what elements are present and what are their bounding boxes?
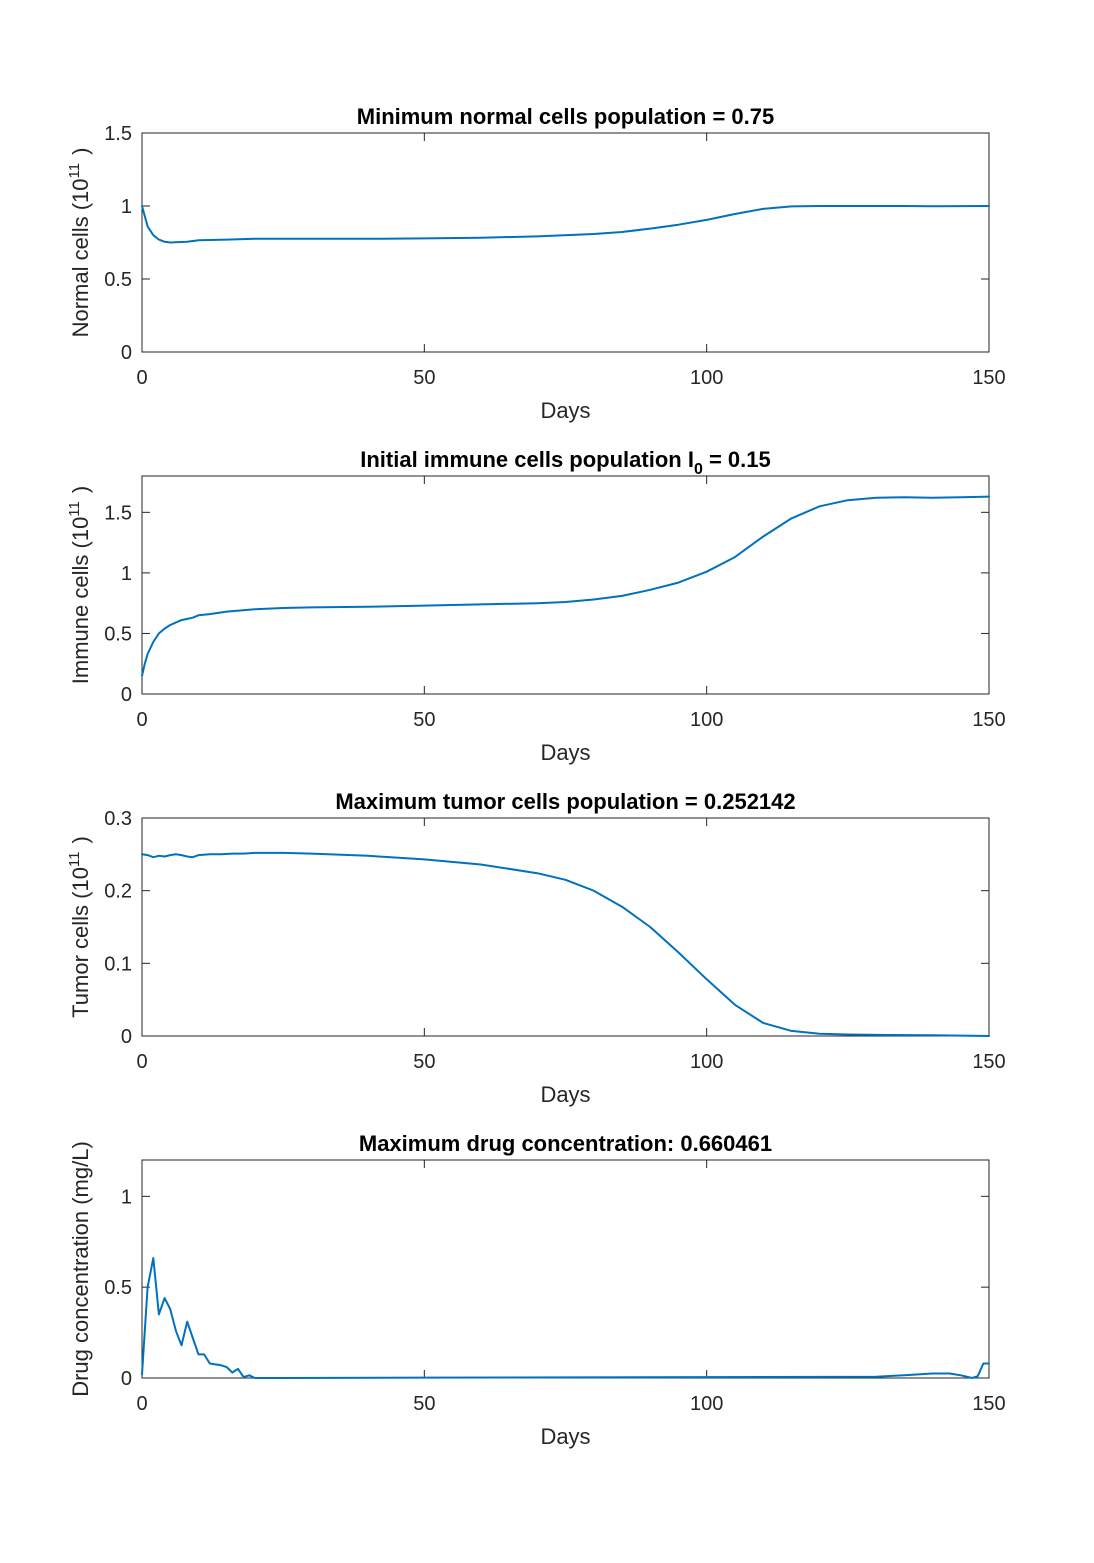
y-label-superscript: 11 (66, 163, 83, 179)
y-tick-label: 0 (121, 1026, 132, 1048)
x-tick-label: 100 (690, 367, 723, 389)
x-tick-label: 100 (690, 1051, 723, 1073)
subplot-1: 0 50 100 150 0 0.5 1 1.5 Minimum normal cells po… (66, 104, 1006, 423)
x-tick-label: 150 (972, 709, 1005, 731)
series-line-1 (141, 495, 990, 677)
y-tick-label: 0 (121, 342, 132, 364)
y-label-tail: ) (68, 148, 93, 155)
axes-frame (141, 1159, 990, 1379)
y-tick-label: 0.5 (104, 1277, 132, 1299)
x-tick-label: 50 (413, 367, 435, 389)
x-tick-label: 0 (136, 1393, 147, 1415)
y-tick-label: 0.2 (104, 881, 132, 903)
subplot-2: 0 50 100 150 0 0.5 1 1.5 Initial immune cells po… (66, 447, 1006, 765)
y-tick-label: 0.1 (104, 953, 132, 975)
subplot-4: 0 50 100 150 0 0.5 1 Maximum drug concentration… (68, 1131, 1006, 1449)
x-tick-label: 50 (413, 1393, 435, 1415)
x-tick-label: 150 (972, 1393, 1005, 1415)
y-tick-label: 1 (121, 196, 132, 218)
series-line-1 (141, 205, 990, 244)
x-tick-label: 100 (690, 709, 723, 731)
y-tick-label: 1.5 (104, 502, 132, 524)
y-label-main: Immune cells (10 (68, 517, 93, 685)
x-tick-label: 50 (413, 1051, 435, 1073)
y-label-main: Normal cells (10 (68, 178, 93, 337)
subplot-3: 0 50 100 150 0 0.1 0.2 0.3 Maximum tumor cells p… (66, 789, 1006, 1107)
y-axis-label: Drug concentration (mg/L) (68, 1141, 93, 1397)
y-axis-label: Tumor cells (1011) (66, 836, 93, 1018)
title-tail: = 0.15 (703, 447, 771, 472)
title-subscript: 0 (694, 461, 703, 478)
y-tick-label: 1 (121, 1186, 132, 1208)
x-tick-label: 0 (136, 709, 147, 731)
y-label-tail: ) (68, 486, 93, 493)
y-label-tail: ) (68, 836, 93, 843)
x-axis-label: Days (540, 1082, 590, 1107)
axes-frame (141, 132, 990, 353)
chart-title: Maximum drug concentration: 0.660461 (359, 1131, 772, 1156)
x-tick-label: 0 (136, 367, 147, 389)
y-tick-label: 0 (121, 1368, 132, 1390)
y-label-superscript: 11 (66, 851, 83, 867)
x-tick-label: 0 (136, 1051, 147, 1073)
series-line-1 (141, 851, 990, 1037)
y-label-main: Tumor cells (10 (68, 867, 93, 1018)
chart-title: Minimum normal cells population = 0.75 (357, 104, 774, 129)
x-tick-label: 100 (690, 1393, 723, 1415)
chart-title: Maximum tumor cells population = 0.25214… (335, 789, 795, 814)
y-axis-label: Immune cells (1011) (66, 486, 93, 684)
x-tick-label: 150 (972, 1051, 1005, 1073)
y-tick-label: 1 (121, 563, 132, 585)
chart-title: Initial immune cells population I0 = 0.1… (360, 447, 771, 478)
x-axis-label: Days (540, 740, 590, 765)
axes-frame (141, 817, 990, 1037)
y-axis-label: Normal cells (1011) (66, 148, 93, 338)
x-axis-label: Days (540, 398, 590, 423)
x-tick-label: 50 (413, 709, 435, 731)
y-tick-label: 1.5 (104, 123, 132, 145)
series-line-1 (141, 1257, 990, 1379)
x-tick-label: 150 (972, 367, 1005, 389)
x-axis-label: Days (540, 1424, 590, 1449)
y-tick-label: 0.5 (104, 623, 132, 645)
y-tick-label: 0.5 (104, 269, 132, 291)
y-tick-label: 0.3 (104, 808, 132, 830)
title-main: Initial immune cells population I (360, 447, 694, 472)
y-label-superscript: 11 (66, 501, 83, 517)
axes-frame (141, 475, 990, 695)
y-tick-label: 0 (121, 684, 132, 706)
y-label-main: Drug concentration (mg/L) (68, 1141, 93, 1397)
